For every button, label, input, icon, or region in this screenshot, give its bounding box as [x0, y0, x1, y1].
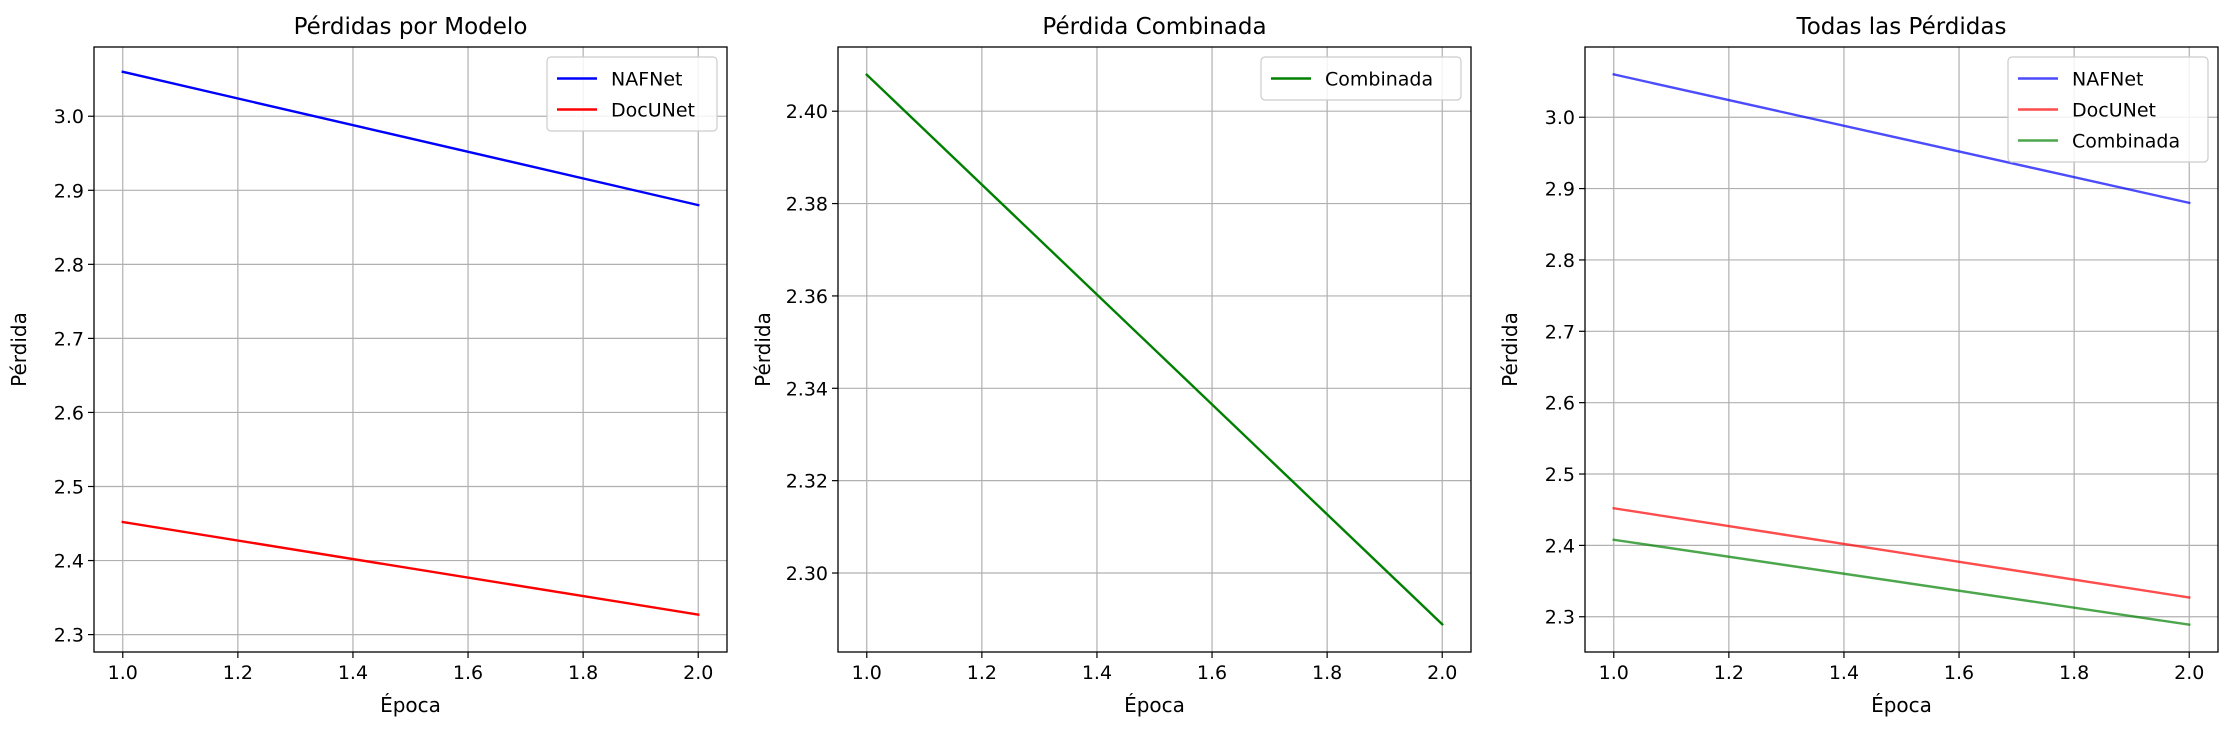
x-tick-label: 1.8 [568, 662, 598, 684]
y-tick-label: 2.36 [786, 286, 828, 308]
axes-frame [93, 46, 728, 653]
x-tick-label: 1.4 [338, 662, 368, 684]
chart-title: Todas las Pérdidas [1796, 14, 2007, 40]
y-tick-label: 2.5 [54, 476, 84, 498]
legend-box [2007, 56, 2209, 163]
y-tick-label: 2.5 [1545, 464, 1575, 486]
x-tick-label: 1.6 [1944, 662, 1974, 684]
x-tick-label: 1.8 [1312, 662, 1342, 684]
series-line-docunet [121, 520, 700, 616]
x-tick-label: 1.0 [1599, 662, 1629, 684]
y-tick-label: 2.38 [786, 194, 828, 216]
x-axis-label: Época [380, 693, 441, 717]
x-tick-label: 2.0 [683, 662, 713, 684]
legend: NAFNet DocUNet [546, 56, 718, 132]
legend-label-docunet: DocUNet [2072, 100, 2156, 122]
series-line-combinada [865, 73, 1444, 626]
chart-panel-1: 1.0 1.2 1.4 1.6 1.8 2.0 2.3 2.4 2.5 2.6 2.7 2.8 2.9 3… [7, 14, 728, 717]
y-tick-label: 2.34 [786, 378, 828, 400]
series-line-nafnet [121, 70, 700, 207]
y-tick-label: 2.6 [54, 402, 84, 424]
x-tick-label: 1.2 [1714, 662, 1744, 684]
x-tick-label: 1.6 [453, 662, 483, 684]
axes-frame [837, 46, 1472, 653]
y-tick-label: 2.30 [786, 563, 828, 585]
y-tick-label: 2.9 [1545, 179, 1575, 201]
y-axis-label: Pérdida [7, 312, 31, 387]
y-tick-label: 2.40 [786, 101, 828, 123]
y-tick-label: 2.8 [1545, 250, 1575, 272]
axes-frame [1584, 46, 2219, 653]
series-line-docunet [1612, 506, 2191, 599]
y-tick-label: 3.0 [1545, 107, 1575, 129]
x-tick-label: 1.0 [852, 662, 882, 684]
legend-label-nafnet: NAFNet [611, 69, 683, 91]
legend-box [1260, 56, 1462, 101]
y-tick-label: 2.3 [1545, 607, 1575, 629]
y-tick-label: 2.9 [54, 180, 84, 202]
x-tick-label: 1.2 [223, 662, 253, 684]
legend-label-nafnet: NAFNet [2072, 69, 2144, 91]
legend: Combinada [1260, 56, 1462, 101]
y-tick-label: 2.3 [54, 625, 84, 647]
x-tick-label: 1.8 [2059, 662, 2089, 684]
series-line-nafnet [1612, 72, 2191, 205]
series-line-combinada [1612, 538, 2191, 627]
x-tick-label: 1.4 [1082, 662, 1112, 684]
legend-label-combinada: Combinada [2072, 131, 2180, 153]
x-axis-label: Época [1871, 693, 1932, 717]
legend-label-combinada: Combinada [1325, 69, 1433, 91]
y-tick-label: 3.0 [54, 106, 84, 128]
x-axis-label: Época [1124, 693, 1185, 717]
y-tick-label: 2.6 [1545, 393, 1575, 415]
y-tick-label: 2.32 [786, 471, 828, 493]
chart-panel-2: 1.0 1.2 1.4 1.6 1.8 2.0 2.30 2.32 2.34 2.36 2.38 2.… [751, 14, 1472, 717]
legend-box [546, 56, 718, 132]
chart-title: Pérdida Combinada [1042, 14, 1266, 40]
x-tick-label: 1.0 [108, 662, 138, 684]
y-tick-label: 2.4 [1545, 535, 1575, 557]
chart-title: Pérdidas por Modelo [294, 14, 528, 40]
legend-label-docunet: DocUNet [611, 100, 695, 122]
y-tick-label: 2.7 [1545, 321, 1575, 343]
x-tick-label: 2.0 [2174, 662, 2204, 684]
y-axis-label: Pérdida [751, 312, 775, 387]
y-tick-label: 2.7 [54, 328, 84, 350]
legend: NAFNet DocUNet Combinada [2007, 56, 2209, 163]
y-tick-label: 2.8 [54, 254, 84, 276]
y-axis-label: Pérdida [1498, 312, 1522, 387]
x-tick-label: 1.2 [967, 662, 997, 684]
x-tick-label: 1.4 [1829, 662, 1859, 684]
x-tick-label: 2.0 [1427, 662, 1457, 684]
chart-panel-3: 1.0 1.2 1.4 1.6 1.8 2.0 2.3 2.4 2.5 2.6 2.7 2.8 2.9 3… [1498, 14, 2219, 717]
x-tick-label: 1.6 [1197, 662, 1227, 684]
y-tick-label: 2.4 [54, 551, 84, 573]
